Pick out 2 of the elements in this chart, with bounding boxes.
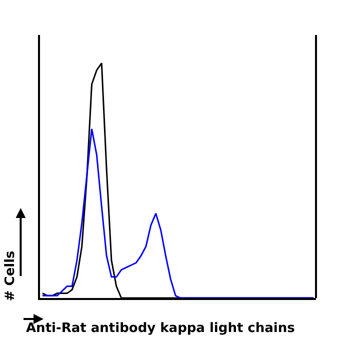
x-axis-title: Anti-Rat antibody kappa light chains — [26, 321, 296, 336]
y-axis-title: # Cells — [3, 250, 18, 302]
